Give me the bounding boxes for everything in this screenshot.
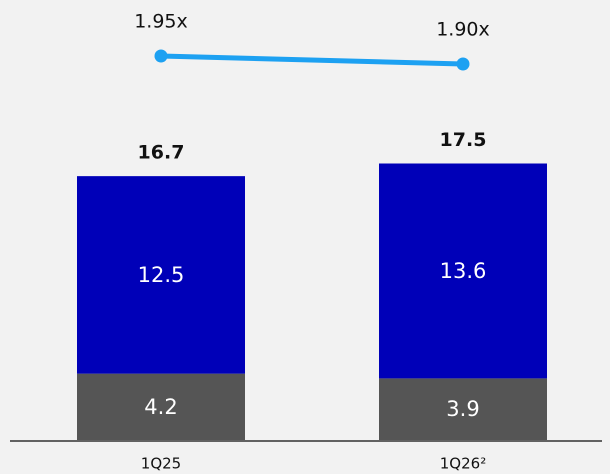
bar-segment-top-1 (77, 176, 245, 374)
bar-segment-bottom-2 (379, 378, 547, 440)
segment-label-bottom-1: 4.2 (144, 395, 177, 419)
bar-total-label-1: 16.7 (138, 142, 185, 164)
x-tick-label-1: 1Q25 (141, 455, 181, 473)
x-tick-label-2: 1Q26² (440, 455, 486, 473)
segment-label-top-1: 12.5 (138, 263, 185, 287)
segment-label-top-2: 13.6 (440, 259, 487, 283)
bar-total-label-2: 17.5 (440, 129, 487, 151)
bar-segment-top-2 (379, 163, 547, 379)
line-data-label-1: 1.95x (134, 11, 188, 33)
line-point-1 (154, 49, 168, 63)
line-point-2 (456, 57, 470, 71)
line-data-label-2: 1.90x (436, 19, 490, 41)
segment-label-bottom-2: 3.9 (446, 397, 479, 421)
bar-segment-bottom-1 (77, 373, 245, 440)
line-series-segment (158, 53, 466, 67)
